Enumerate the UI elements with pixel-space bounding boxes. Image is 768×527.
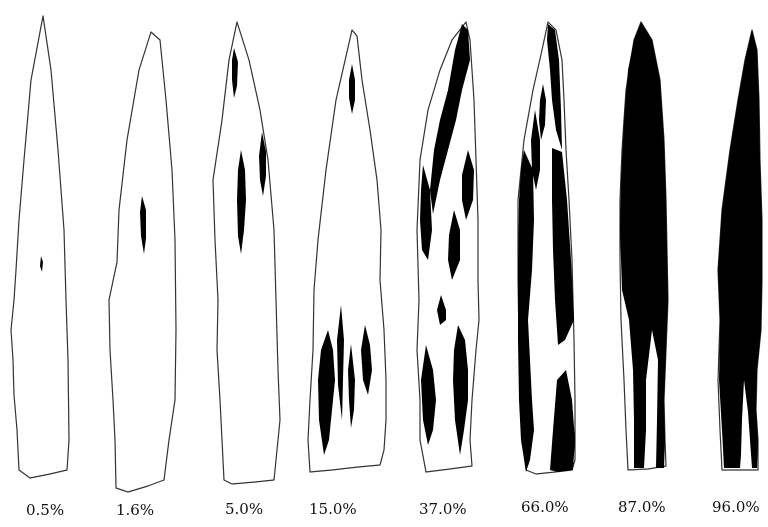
- lesion-patch: [453, 325, 468, 455]
- leaf-sample-1: [10, 15, 70, 479]
- lesion-patch: [437, 295, 446, 325]
- severity-label: 87.0%: [618, 498, 666, 516]
- lesion-streak: [361, 325, 372, 395]
- leaf-sample-6: [517, 21, 576, 475]
- lesion-patch: [718, 30, 762, 468]
- lesion-patch: [518, 150, 534, 472]
- lesion-patch: [550, 370, 575, 472]
- lesion-streak: [348, 344, 355, 428]
- lesion-streak: [259, 132, 266, 196]
- severity-label: 66.0%: [521, 498, 569, 516]
- severity-label: 5.0%: [225, 500, 263, 518]
- lesion-streak: [349, 64, 355, 114]
- leaf-outline: [10, 15, 70, 479]
- lesion-patch: [462, 150, 474, 220]
- lesion-patch: [420, 165, 432, 260]
- leaf-sample-4: [307, 29, 387, 473]
- lesion-streak: [237, 150, 246, 254]
- lesion-patch: [552, 148, 574, 345]
- leaf-outline: [212, 21, 281, 485]
- severity-label: 15.0%: [309, 500, 357, 518]
- leaf-sample-3: [212, 21, 281, 485]
- lesion-patch: [620, 22, 668, 468]
- severity-label: 37.0%: [419, 500, 467, 518]
- lesion-patch: [547, 24, 562, 150]
- severity-label: 1.6%: [116, 501, 154, 519]
- lesion-streak: [337, 305, 344, 420]
- lesion-patch: [539, 84, 546, 140]
- lesion-streak: [232, 48, 238, 98]
- lesion-patch: [531, 110, 540, 190]
- leaf-sample-8: [717, 29, 763, 471]
- lesion-patch: [421, 345, 436, 445]
- lesion-spot: [40, 256, 43, 272]
- lesion-streak: [318, 330, 335, 455]
- leaf-sample-2: [108, 31, 177, 493]
- lesion-patch: [430, 24, 470, 214]
- severity-label: 0.5%: [26, 501, 64, 519]
- leaf-sample-5: [416, 21, 480, 473]
- leaf-outline: [108, 31, 177, 493]
- severity-labels: 0.5% 1.6% 5.0% 15.0% 37.0% 66.0% 87.0% 9…: [26, 498, 760, 519]
- severity-label: 96.0%: [712, 498, 760, 516]
- leaf-sample-7: [619, 21, 669, 471]
- lesion-patch: [448, 210, 460, 280]
- lesion-spot: [140, 196, 146, 254]
